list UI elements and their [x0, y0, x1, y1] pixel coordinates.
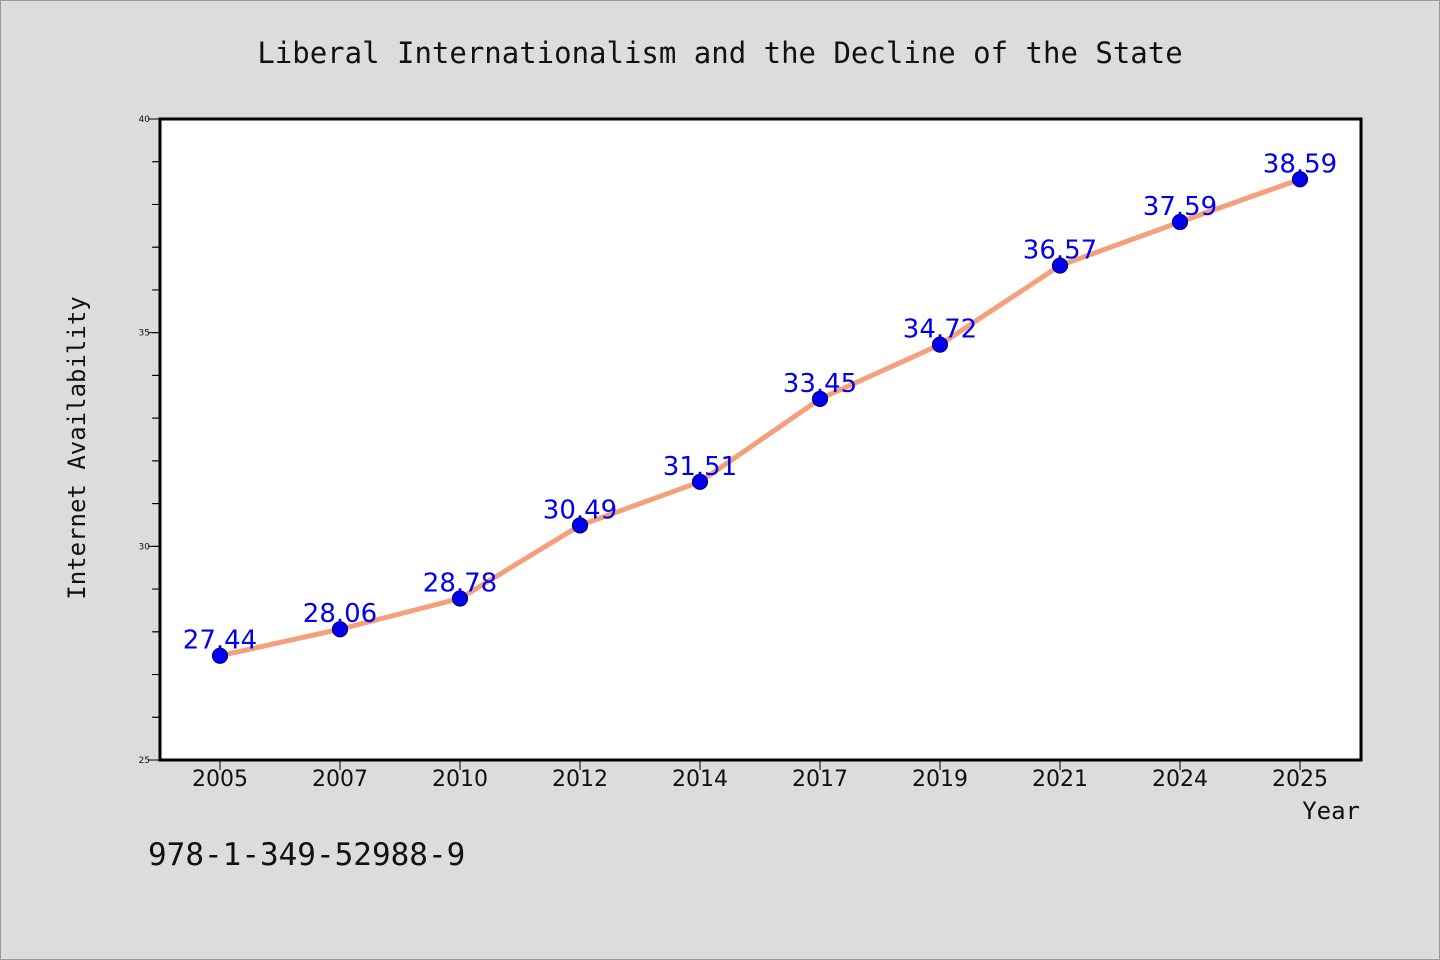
x-axis-label: Year	[1302, 797, 1360, 825]
data-markers	[211, 171, 1309, 664]
data-label: 37.59	[1143, 192, 1217, 222]
chart-title: Liberal Internationalism and the Decline…	[257, 36, 1182, 70]
data-point	[1291, 171, 1309, 188]
data-label: 38.59	[1263, 149, 1337, 179]
data-point	[571, 517, 589, 534]
x-tick-label: 2005	[192, 767, 248, 792]
data-point	[1171, 213, 1189, 231]
data-point	[931, 336, 949, 353]
y-tick-label: 25	[139, 756, 150, 766]
data-point	[811, 390, 829, 408]
data-label: 27.44	[183, 626, 257, 656]
y-tick-label: 35	[139, 329, 150, 339]
data-point	[211, 647, 229, 664]
x-tick-label: 2019	[912, 767, 968, 792]
data-label: 28.78	[423, 568, 497, 598]
data-label: 33.45	[783, 369, 857, 399]
x-tick-label: 2010	[432, 767, 488, 792]
data-labels: 27.44 28.06 28.78 30.49 31.51 33.45 34.72 36.57…	[183, 149, 1337, 655]
x-tick-label: 2014	[672, 767, 728, 792]
data-point	[451, 590, 469, 607]
y-tick-label: 40	[139, 115, 151, 125]
x-tick-label: 2021	[1032, 767, 1088, 792]
series-line	[217, 176, 1303, 659]
data-label: 36.57	[1023, 236, 1097, 266]
x-tick-label: 2017	[792, 767, 848, 792]
isbn-annotation: 978-1-349-52988-9	[148, 837, 465, 873]
x-tick-label: 2025	[1272, 767, 1328, 792]
data-point	[331, 621, 349, 638]
plot-frame	[158, 117, 1363, 762]
data-point	[1051, 257, 1069, 274]
y-tick-label: 30	[139, 542, 151, 552]
data-label: 30.49	[543, 495, 617, 525]
x-tick-label: 2007	[312, 767, 368, 792]
y-axis-label: Internet Availability	[63, 296, 91, 599]
x-tick-label: 2012	[552, 767, 608, 792]
x-tick-label: 2024	[1152, 767, 1208, 792]
data-label: 31.51	[663, 452, 737, 482]
data-label: 28.06	[303, 599, 377, 629]
data-label: 34.72	[903, 315, 977, 345]
data-point	[691, 473, 709, 490]
x-axis-ticks: 2005 2007 2010 2012 2014 2017 2019 2021 2024 2025	[192, 760, 1328, 792]
